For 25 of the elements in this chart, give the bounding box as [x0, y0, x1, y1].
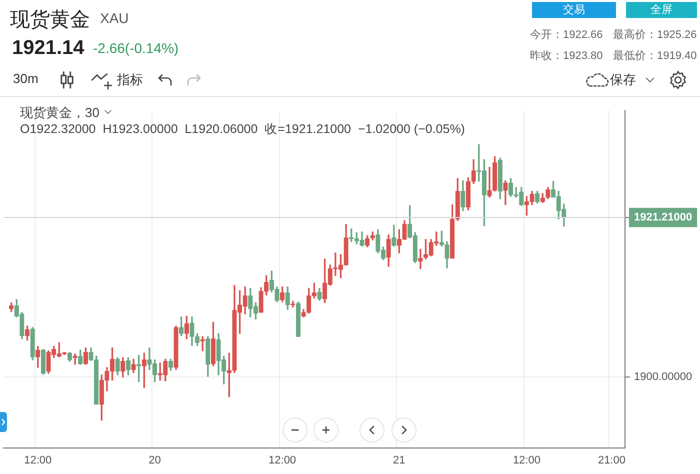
- text: 最低价：1919.40: [613, 49, 697, 63]
- text: -2.66(-0.14%): [93, 40, 179, 56]
- chart-subtitle: XAU: [100, 10, 129, 26]
- text: 1921.14: [12, 37, 84, 60]
- text: 今开：1922.66: [530, 28, 603, 42]
- chart-title: 现货黄金: [10, 8, 90, 33]
- x-tick-label: 21:00: [598, 454, 626, 467]
- text: 昨收：1923.80: [530, 49, 603, 63]
- annotation: 现货黄金，30: [20, 104, 100, 122]
- candlestick: [418, 248, 423, 270]
- candlestick: [487, 166, 492, 198]
- text: 指标: [117, 71, 143, 89]
- text: 保存: [610, 71, 636, 89]
- text: 30m: [13, 71, 38, 86]
- x-tick-label: 21: [393, 454, 406, 467]
- annotation: O1922.32000 H1923.00000 L1920.06000 收=1921.21000 −1.02000 (−0.05%): [20, 121, 465, 138]
- x-tick-label: 12:00: [24, 454, 52, 467]
- x-tick-label: 12:00: [512, 454, 540, 467]
- y-tick-label: 1900.00000: [634, 371, 692, 384]
- text: 最高价：1925.26: [613, 28, 697, 42]
- x-tick-label: 12:00: [268, 454, 296, 467]
- x-tick-label: 20: [148, 454, 161, 467]
- y-tick-label: 1921.21000: [634, 212, 692, 224]
- text: 交易: [532, 2, 616, 18]
- text: 全屏: [626, 2, 697, 18]
